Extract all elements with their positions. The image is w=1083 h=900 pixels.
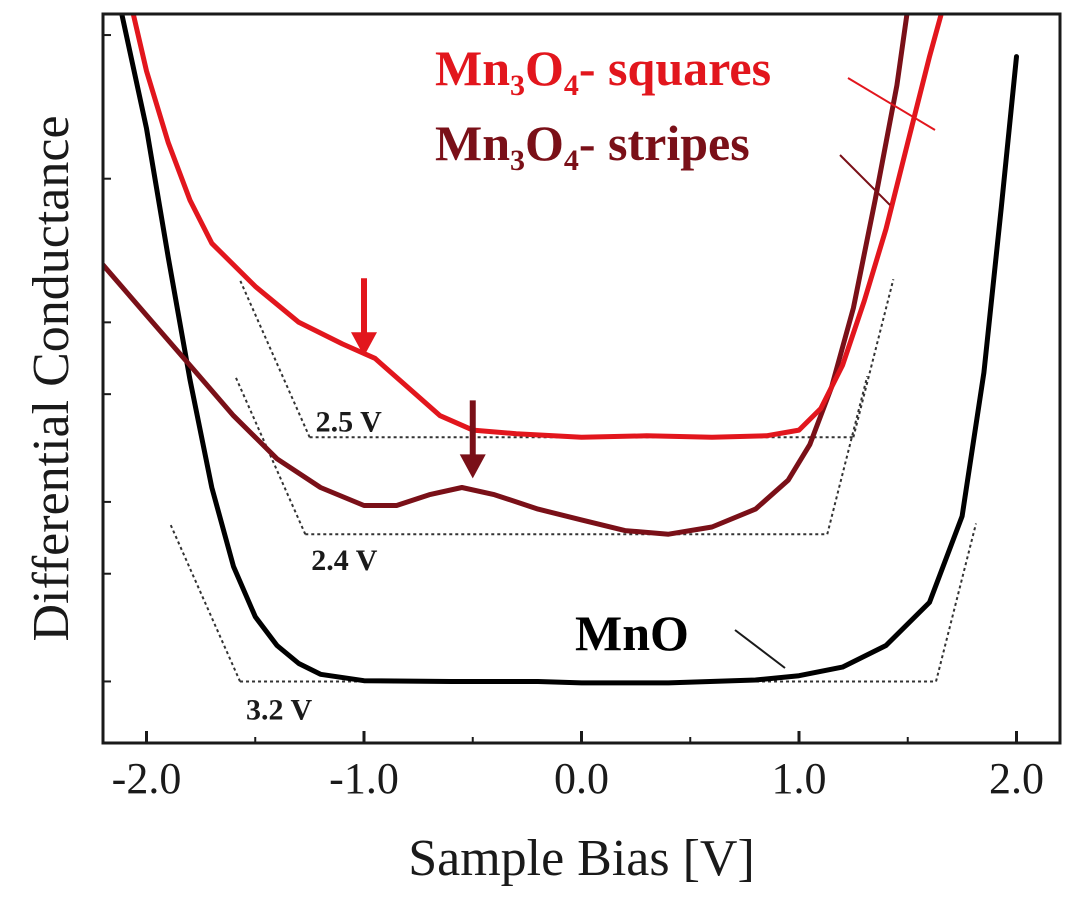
label-leader-line	[839, 154, 891, 206]
arrow-layer	[351, 278, 486, 479]
gap-tangent-right	[852, 279, 895, 438]
gap-label: 2.5 V	[316, 405, 382, 438]
axis-layer: -2.0 -1.0 0.0 1.0 2.0	[103, 34, 1044, 803]
gap-tangent-right	[935, 523, 977, 682]
x-tick-label: -1.0	[329, 754, 399, 803]
x-tick-label: 1.0	[772, 754, 827, 803]
series-label: MnO	[575, 605, 689, 661]
gap-tangent-left	[169, 523, 241, 682]
y-axis-title: Differential Conductance	[23, 115, 80, 641]
series-label: Mn3O4- squares	[435, 40, 771, 102]
label-leader-line	[734, 629, 786, 669]
label-leader-line	[847, 77, 936, 131]
gap-label: 2.4 V	[311, 544, 377, 577]
x-axis-title: Sample Bias [V]	[408, 830, 755, 887]
series-labels: MnO Mn3O4- stripes Mn3O4- squares	[435, 40, 936, 669]
series-line	[130, 14, 944, 440]
x-tick-label: 0.0	[554, 754, 609, 803]
gap-label: 3.2 V	[246, 693, 312, 726]
peak-arrow-head	[459, 454, 486, 479]
gap-tangent-right	[826, 375, 869, 535]
series-label: Mn3O4- stripes	[435, 115, 750, 177]
series-layer	[103, 14, 1019, 686]
series-line	[119, 14, 1019, 686]
peak-arrow-head	[351, 332, 377, 357]
series-line	[103, 14, 910, 537]
x-tick-label: 2.0	[989, 754, 1044, 803]
gap-tangent-left	[238, 278, 311, 438]
x-tick-label: -2.0	[112, 754, 182, 803]
